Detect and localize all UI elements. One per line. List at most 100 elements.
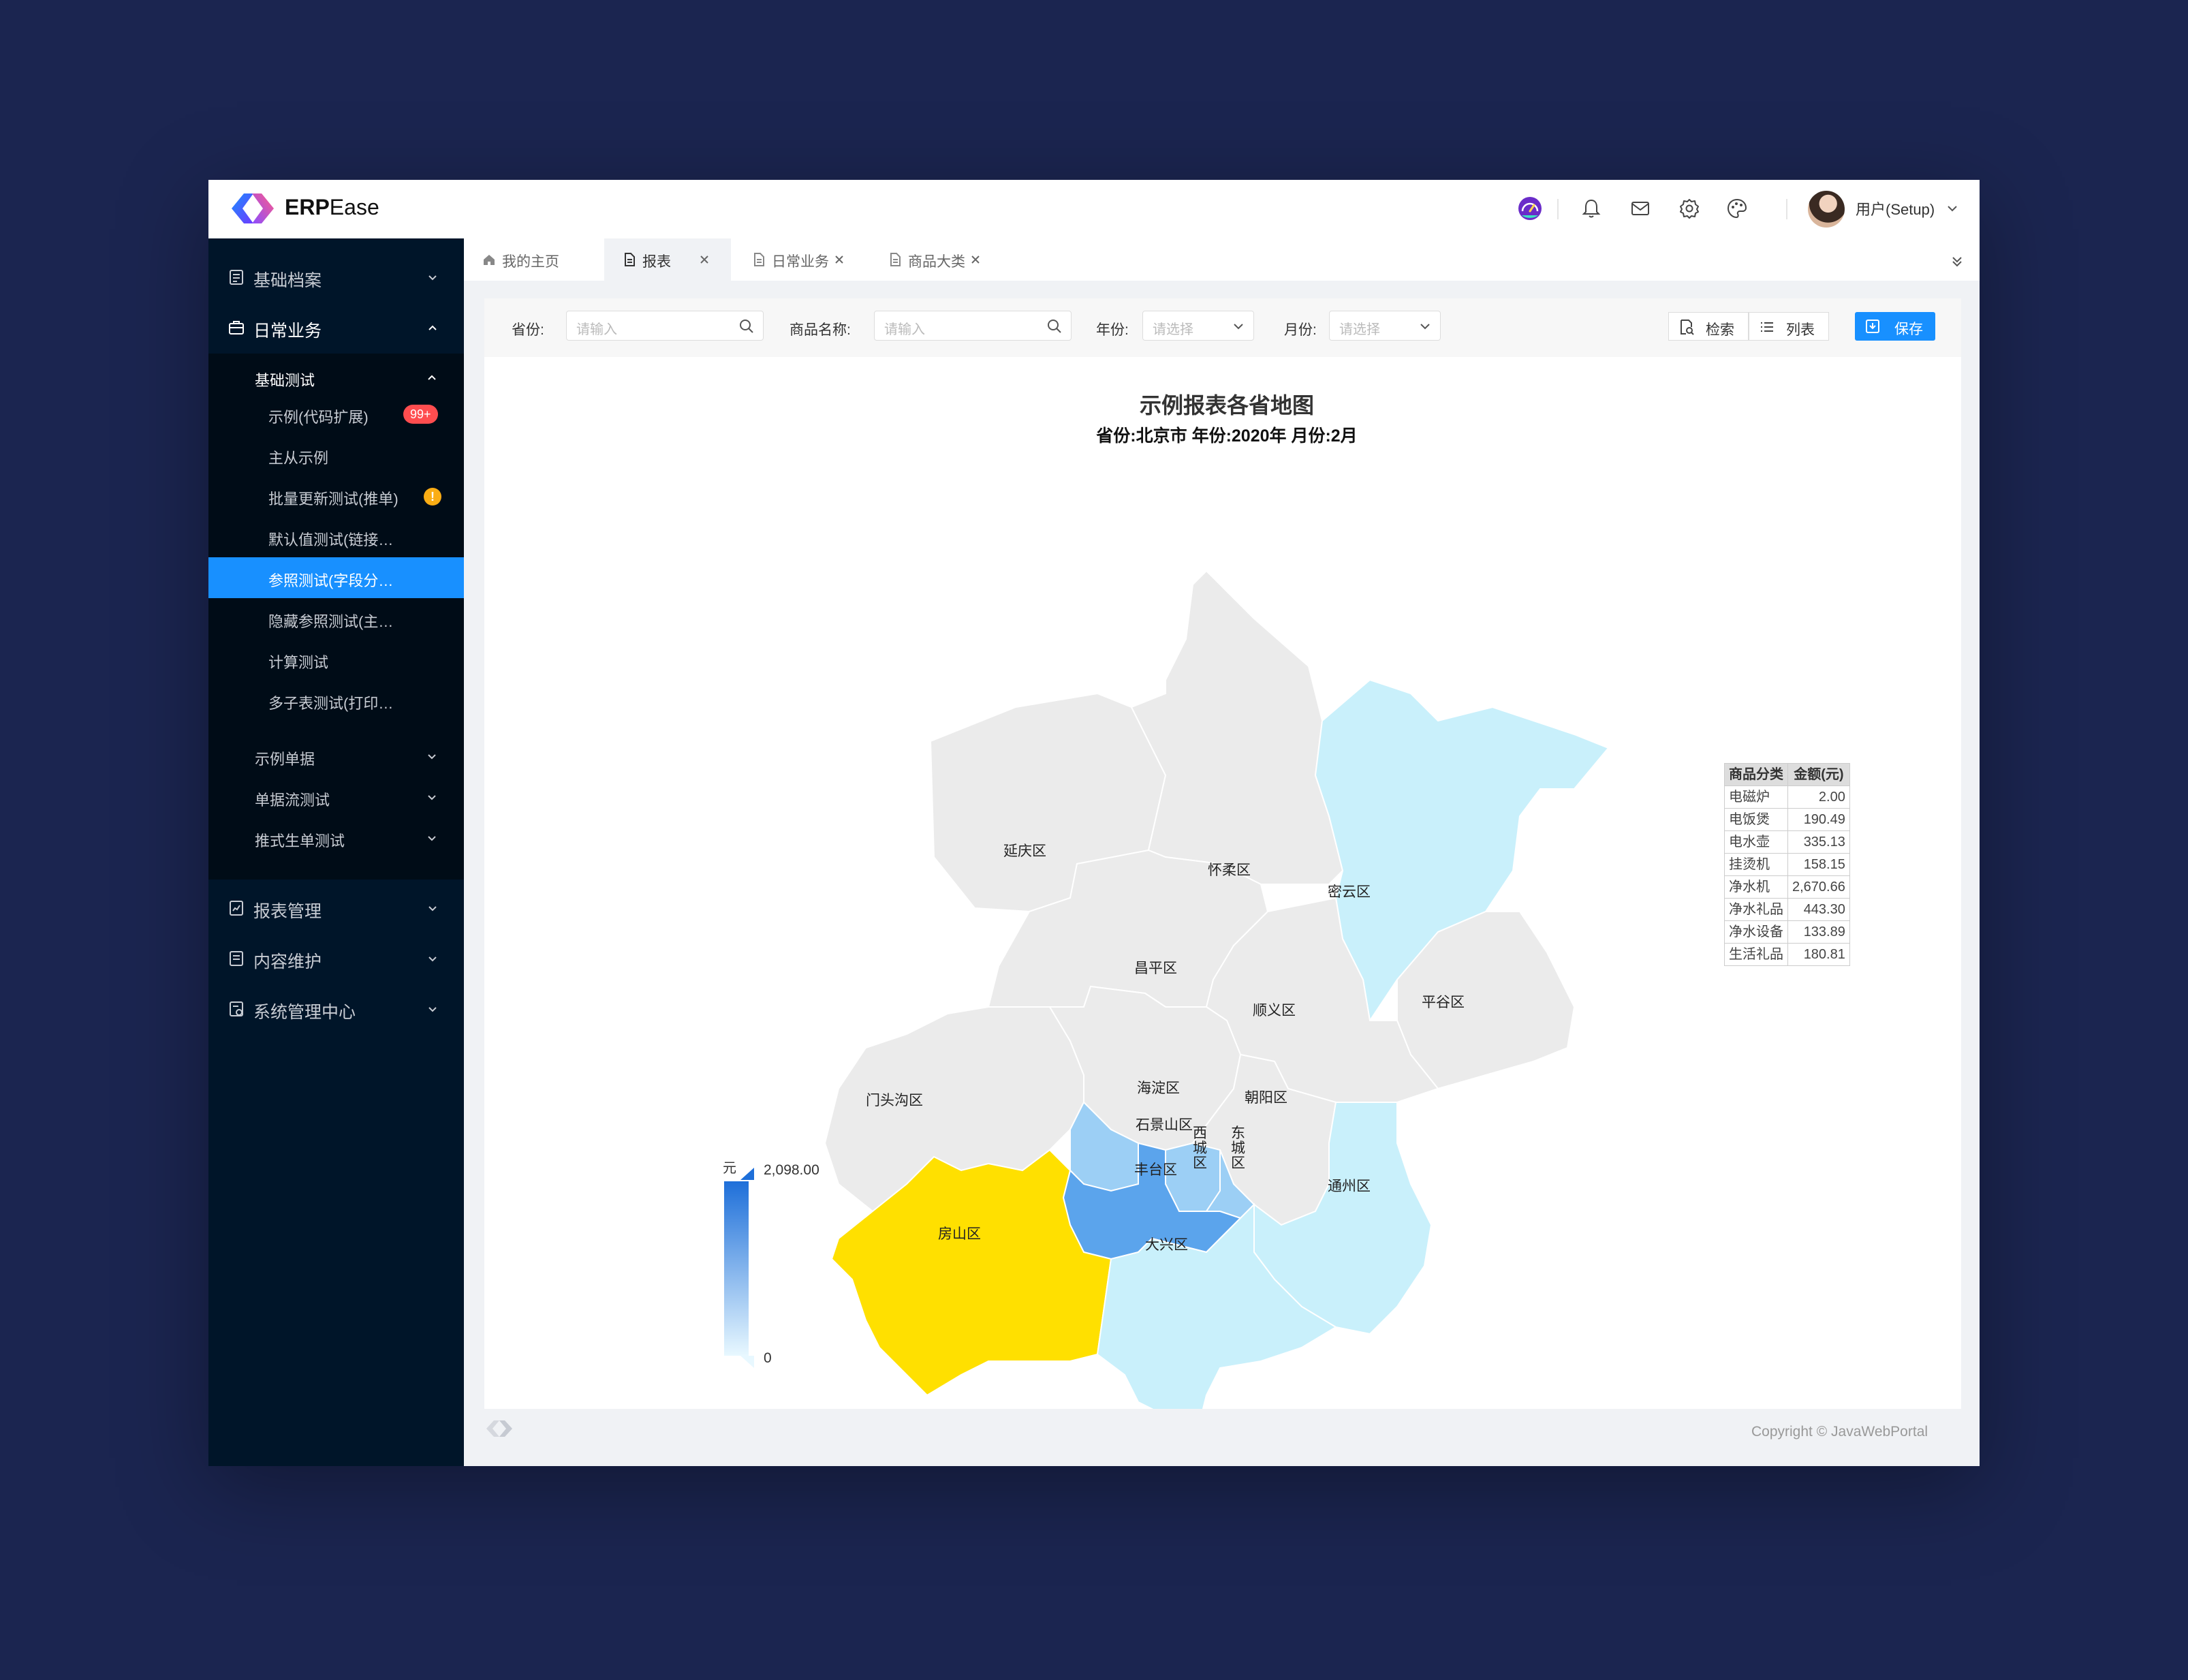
sidebar-item-reference-test[interactable]: 参照测试(字段分… bbox=[208, 557, 464, 598]
category-cell: 净水礼品 bbox=[1724, 898, 1788, 921]
sidebar-item-label: 多子表测试(打印… bbox=[268, 695, 394, 712]
search-doc-icon bbox=[1681, 320, 1694, 335]
sidebar-item-daily-business[interactable]: 日常业务 bbox=[208, 302, 464, 353]
table-header-row: 商品分类 金额(元) bbox=[1724, 763, 1850, 786]
sidebar-item-basic-archives[interactable]: 基础档案 bbox=[208, 252, 464, 302]
amount-cell: 133.89 bbox=[1787, 920, 1850, 944]
report-icon bbox=[230, 901, 243, 916]
sidebar-group-label: 示例单据 bbox=[255, 751, 315, 768]
legend-gradient-bar bbox=[724, 1181, 749, 1356]
sidebar-group-example-docs[interactable]: 示例单据 bbox=[208, 736, 464, 777]
amount-cell: 443.30 bbox=[1787, 898, 1850, 921]
sidebar-item-label: 参照测试(字段分… bbox=[268, 572, 394, 589]
save-button[interactable]: 保存 bbox=[1855, 312, 1935, 341]
table-row: 净水机 2,670.66 bbox=[1724, 875, 1850, 899]
product-input[interactable]: 请输入 bbox=[874, 311, 1072, 341]
copyright-text: Copyright © JavaWebPortal bbox=[1751, 1424, 1928, 1440]
sidebar-item-report-management[interactable]: 报表管理 bbox=[208, 883, 464, 933]
month-select[interactable]: 请选择 bbox=[1329, 311, 1441, 341]
gear-icon[interactable] bbox=[1677, 196, 1702, 221]
sidebar-item-batch-update[interactable]: 批量更新测试(推单) ! bbox=[208, 476, 464, 516]
tab-label: 报表 bbox=[642, 254, 671, 270]
legend-max-label: 2,098.00 bbox=[764, 1162, 819, 1178]
chevron-down-icon[interactable] bbox=[1944, 200, 1960, 217]
double-chevron-down-icon[interactable] bbox=[1949, 253, 1965, 270]
legend-max-handle[interactable] bbox=[740, 1168, 754, 1180]
dashboard-icon[interactable] bbox=[1518, 196, 1542, 221]
year-label: 年份: bbox=[1096, 322, 1129, 338]
sidebar-item-multi-subtable[interactable]: 多子表测试(打印… bbox=[208, 680, 464, 721]
tab-report[interactable]: 报表 bbox=[604, 238, 731, 281]
search-icon[interactable] bbox=[738, 318, 755, 335]
sidebar-item-default-value[interactable]: 默认值测试(链接… bbox=[208, 516, 464, 557]
filter-bar: 省份: 请输入 商品名称: 请输入 年份: 请选择 月份: 请选择 bbox=[484, 298, 1961, 357]
region-label: 昌平区 bbox=[1134, 961, 1177, 976]
sidebar-group-push-doc[interactable]: 推式生单测试 bbox=[208, 818, 464, 858]
sidebar-item-content-maintenance[interactable]: 内容维护 bbox=[208, 933, 464, 984]
region-daxing[interactable] bbox=[1096, 1202, 1337, 1409]
mail-icon[interactable] bbox=[1628, 196, 1653, 221]
sidebar-item-calculation[interactable]: 计算测试 bbox=[208, 639, 464, 680]
logo-icon[interactable] bbox=[229, 191, 277, 226]
close-icon[interactable] bbox=[698, 253, 710, 266]
region-label: 密云区 bbox=[1328, 884, 1371, 900]
year-placeholder: 请选择 bbox=[1153, 322, 1193, 337]
table-row: 净水礼品 443.30 bbox=[1724, 898, 1850, 921]
table-header-cell: 金额(元) bbox=[1787, 763, 1850, 786]
tab-home[interactable]: 我的主页 bbox=[464, 238, 600, 281]
region-miyun[interactable] bbox=[1314, 679, 1610, 1023]
region-label: 海淀区 bbox=[1137, 1080, 1180, 1096]
sidebar-item-system-center[interactable]: 系统管理中心 bbox=[208, 984, 464, 1034]
header-divider bbox=[1557, 199, 1559, 219]
sidebar-item-label: 报表管理 bbox=[253, 902, 322, 921]
sidebar-group-label: 单据流测试 bbox=[255, 792, 330, 809]
chevron-down-icon bbox=[1420, 324, 1430, 330]
category-cell: 电磁炉 bbox=[1724, 785, 1788, 809]
bell-icon[interactable] bbox=[1579, 196, 1604, 221]
region-huairou[interactable] bbox=[1130, 570, 1344, 885]
home-icon bbox=[484, 255, 495, 265]
category-cell: 净水设备 bbox=[1724, 920, 1788, 944]
sidebar-item-hidden-reference[interactable]: 隐藏参照测试(主… bbox=[208, 598, 464, 639]
amount-cell: 180.81 bbox=[1787, 943, 1850, 966]
tab-product-category[interactable]: 商品大类 bbox=[870, 238, 1006, 281]
sidebar-item-master-detail[interactable]: 主从示例 bbox=[208, 435, 464, 476]
product-placeholder: 请输入 bbox=[884, 322, 925, 337]
content-area: 省份: 请输入 商品名称: 请输入 年份: 请选择 月份: 请选择 bbox=[464, 281, 1980, 1466]
region-label: 延庆区 bbox=[1003, 843, 1046, 859]
table-row: 电饭煲 190.49 bbox=[1724, 808, 1850, 831]
system-icon bbox=[230, 1001, 243, 1016]
avatar[interactable] bbox=[1808, 191, 1845, 228]
folder-icon bbox=[230, 270, 243, 285]
count-badge: 99+ bbox=[403, 405, 438, 424]
province-input[interactable]: 请输入 bbox=[566, 311, 764, 341]
username[interactable]: 用户(Setup) bbox=[1856, 201, 1935, 218]
close-icon[interactable] bbox=[833, 253, 845, 266]
close-icon[interactable] bbox=[969, 253, 982, 266]
amount-cell: 190.49 bbox=[1787, 808, 1850, 831]
search-button[interactable]: 检索 bbox=[1668, 312, 1749, 341]
palette-icon[interactable] bbox=[1725, 196, 1749, 221]
sidebar-group-doc-flow[interactable]: 单据流测试 bbox=[208, 777, 464, 818]
list-button-label: 列表 bbox=[1786, 322, 1815, 338]
region-label: 门头沟区 bbox=[866, 1093, 923, 1108]
product-label: 商品名称: bbox=[790, 322, 851, 338]
sidebar-item-example-code[interactable]: 示例(代码扩展) 99+ bbox=[208, 394, 464, 435]
region-label: 怀柔区 bbox=[1208, 862, 1251, 878]
sidebar-item-label: 隐藏参照测试(主… bbox=[268, 613, 394, 630]
tab-label: 我的主页 bbox=[502, 254, 559, 270]
sidebar-item-label: 批量更新测试(推单) bbox=[268, 491, 398, 508]
report-card: 省份: 请输入 商品名称: 请输入 年份: 请选择 月份: 请选择 bbox=[484, 298, 1961, 1409]
region-label: 朝阳区 bbox=[1245, 1090, 1287, 1106]
region-label: 西城区 bbox=[1193, 1125, 1207, 1171]
category-cell: 净水机 bbox=[1724, 875, 1788, 899]
chevron-down-icon bbox=[428, 754, 436, 760]
year-select[interactable]: 请选择 bbox=[1142, 311, 1254, 341]
sidebar-group-basic-test[interactable]: 基础测试 bbox=[208, 357, 464, 398]
legend-min-label: 0 bbox=[764, 1350, 772, 1366]
tab-daily-business[interactable]: 日常业务 bbox=[734, 238, 870, 281]
category-cell: 电饭煲 bbox=[1724, 808, 1788, 831]
legend-min-handle[interactable] bbox=[740, 1356, 754, 1368]
search-icon[interactable] bbox=[1046, 318, 1063, 335]
list-button[interactable]: 列表 bbox=[1749, 312, 1829, 341]
